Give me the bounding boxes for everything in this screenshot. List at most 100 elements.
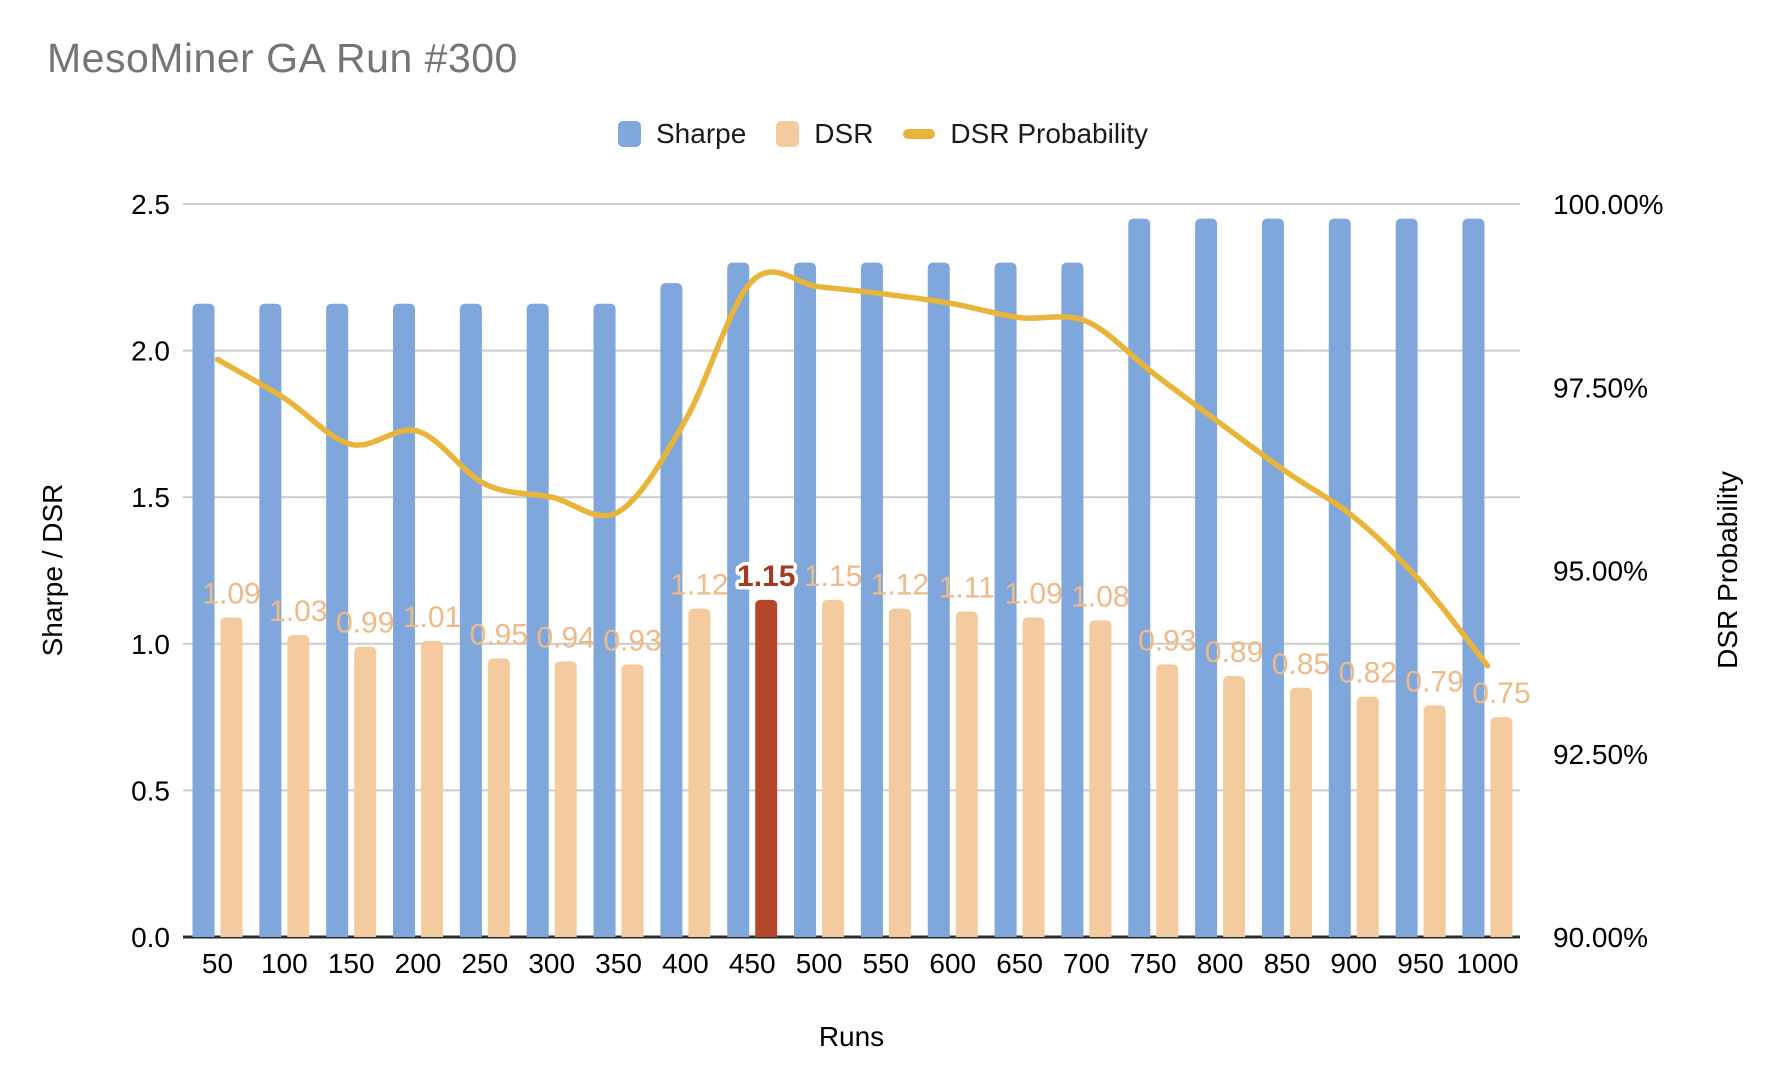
x-axis-tick-label: 450 bbox=[729, 948, 776, 979]
x-axis-tick-label: 100 bbox=[261, 948, 308, 979]
sharpe-bar bbox=[1462, 218, 1485, 937]
dsr-value-label: 0.82 bbox=[1339, 657, 1397, 690]
sharpe-bar bbox=[259, 303, 282, 937]
x-axis-tick-label: 300 bbox=[528, 948, 575, 979]
left-axis-tick-label: 2.5 bbox=[131, 189, 170, 220]
sharpe-bar bbox=[192, 303, 215, 937]
x-axis-tick-label: 750 bbox=[1130, 948, 1177, 979]
dsr-bar bbox=[822, 599, 845, 937]
dsr-bar bbox=[220, 617, 243, 937]
sharpe-bar bbox=[1395, 218, 1418, 937]
x-axis-tick-label: 550 bbox=[863, 948, 910, 979]
dsr-value-label: 1.12 bbox=[670, 569, 728, 602]
right-axis-title: DSR Probability bbox=[1712, 471, 1743, 669]
dsr-value-label: 0.93 bbox=[603, 624, 661, 657]
dsr-bar bbox=[1423, 705, 1446, 937]
dsr-bar bbox=[1156, 664, 1179, 937]
right-axis-tick-label: 97.50% bbox=[1553, 372, 1648, 403]
dsr-bar bbox=[287, 635, 310, 937]
sharpe-bar bbox=[794, 262, 817, 937]
dsr-value-label: 0.93 bbox=[1138, 624, 1196, 657]
dsr-bar bbox=[1490, 717, 1513, 937]
dsr-bar bbox=[621, 664, 644, 937]
left-axis-tick-label: 2.0 bbox=[131, 336, 170, 367]
dsr-probability-swatch-icon bbox=[903, 129, 936, 139]
dsr-bar bbox=[1356, 696, 1379, 937]
dsr-value-label: 0.85 bbox=[1272, 648, 1330, 681]
dsr-value-label: 0.79 bbox=[1405, 665, 1463, 698]
dsr-bar bbox=[554, 661, 577, 937]
dsr-value-label: 1.08 bbox=[1071, 580, 1129, 613]
sharpe-bar bbox=[593, 303, 616, 937]
dsr-value-label: 0.75 bbox=[1472, 677, 1530, 710]
legend-label-dsr: DSR bbox=[814, 118, 874, 149]
right-axis-tick-label: 100.00% bbox=[1553, 189, 1664, 220]
dsr-bar bbox=[1022, 617, 1045, 937]
x-axis-tick-label: 400 bbox=[662, 948, 709, 979]
x-axis-tick-label: 950 bbox=[1397, 948, 1444, 979]
x-axis-tick-label: 600 bbox=[929, 948, 976, 979]
dsr-bar bbox=[1289, 687, 1312, 937]
sharpe-bar bbox=[1128, 218, 1151, 937]
dsr-bar bbox=[888, 608, 911, 937]
x-axis-tick-label: 200 bbox=[395, 948, 442, 979]
x-axis-title: Runs bbox=[819, 1021, 884, 1052]
sharpe-bar bbox=[660, 283, 683, 937]
x-axis-tick-label: 650 bbox=[996, 948, 1043, 979]
right-axis-tick-label: 92.50% bbox=[1553, 739, 1648, 770]
dsr-value-label: 1.15 bbox=[804, 560, 862, 593]
x-axis-tick-label: 900 bbox=[1330, 948, 1377, 979]
left-axis-tick-label: 1.0 bbox=[131, 629, 170, 660]
legend-label-dsr-probability: DSR Probability bbox=[950, 118, 1149, 149]
sharpe-bar bbox=[1195, 218, 1218, 937]
x-axis-tick-label: 1000 bbox=[1456, 948, 1518, 979]
dsr-value-label: 0.94 bbox=[537, 621, 595, 654]
sharpe-bar bbox=[1061, 262, 1084, 937]
legend-item-dsr-probability[interactable]: DSR Probability bbox=[903, 118, 1148, 150]
sharpe-bar bbox=[994, 262, 1017, 937]
dsr-value-label: 0.89 bbox=[1205, 636, 1263, 669]
x-axis-tick-label: 850 bbox=[1264, 948, 1311, 979]
chart-title: MesoMiner GA Run #300 bbox=[47, 35, 518, 81]
dsr-value-label: 1.09 bbox=[202, 577, 260, 610]
dsr-value-label: 0.99 bbox=[336, 607, 394, 640]
left-axis-title: Sharpe / DSR bbox=[37, 484, 68, 657]
dsr-value-label: 1.11 bbox=[939, 572, 995, 605]
sharpe-swatch-icon bbox=[618, 121, 641, 147]
sharpe-bar bbox=[526, 303, 549, 937]
dsr-probability-line bbox=[214, 269, 1491, 669]
x-axis-tick-label: 150 bbox=[328, 948, 375, 979]
x-axis-tick-label: 350 bbox=[595, 948, 642, 979]
sharpe-bar bbox=[459, 303, 482, 937]
dsr-swatch-icon bbox=[776, 121, 800, 147]
dsr-bar bbox=[1223, 676, 1246, 937]
x-axis-tick-label: 500 bbox=[796, 948, 843, 979]
legend-item-dsr[interactable]: DSR bbox=[776, 118, 873, 150]
x-axis-tick-label: 50 bbox=[202, 948, 233, 979]
sharpe-bar bbox=[326, 303, 349, 937]
right-axis-tick-label: 90.00% bbox=[1553, 922, 1648, 953]
dsr-value-label: 0.95 bbox=[470, 618, 528, 651]
sharpe-bar bbox=[727, 262, 750, 937]
dsr-value-label: 1.03 bbox=[269, 595, 327, 628]
dsr-bar bbox=[955, 611, 978, 937]
sharpe-bar bbox=[927, 262, 950, 937]
dsr-bar bbox=[1089, 620, 1112, 937]
left-axis-tick-label: 0.5 bbox=[131, 775, 170, 806]
legend-item-sharpe[interactable]: Sharpe bbox=[618, 118, 746, 150]
dsr-bar bbox=[688, 608, 711, 937]
dsr-bar bbox=[354, 646, 377, 937]
dsr-bar bbox=[421, 640, 444, 937]
dsr-value-label: 1.09 bbox=[1004, 577, 1062, 610]
x-axis-tick-label: 250 bbox=[462, 948, 509, 979]
x-axis-tick-label: 700 bbox=[1063, 948, 1110, 979]
dsr-highlight-value-label: 1.15 bbox=[737, 560, 795, 593]
legend: Sharpe DSR DSR Probability bbox=[618, 118, 1148, 150]
x-axis-tick-label: 800 bbox=[1197, 948, 1244, 979]
sharpe-bar bbox=[860, 262, 883, 937]
sharpe-bar bbox=[1261, 218, 1284, 937]
left-axis-tick-label: 0.0 bbox=[131, 922, 170, 953]
dsr-value-label: 1.01 bbox=[403, 601, 461, 634]
